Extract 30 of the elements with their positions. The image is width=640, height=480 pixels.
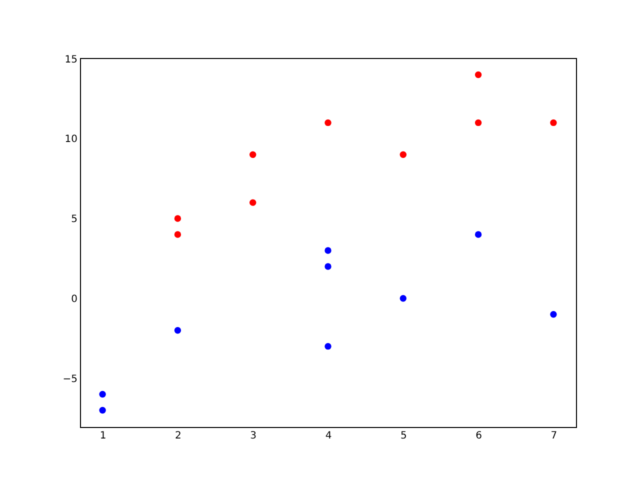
point (249, 199, 256, 206)
y-tick-label: 5 (71, 214, 78, 226)
x-tick-label: 4 (325, 430, 332, 442)
point (324, 119, 332, 126)
point (400, 151, 407, 158)
x-tick-label: 5 (400, 430, 407, 442)
y-tick-label: 15 (64, 54, 78, 66)
y-tick-label: −5 (62, 374, 78, 385)
point (174, 327, 182, 334)
point (474, 231, 482, 238)
x-tick-label: 2 (175, 430, 182, 442)
point (174, 215, 182, 222)
point (99, 390, 106, 398)
point (174, 231, 182, 238)
point (474, 119, 482, 126)
x-tick-label: 1 (100, 430, 106, 442)
y-tick-label: 0 (71, 294, 78, 305)
y-tick-label: 10 (64, 134, 78, 146)
point (550, 119, 557, 126)
point (324, 263, 332, 270)
point (249, 151, 256, 158)
point (324, 342, 332, 350)
x-tick-label: 6 (476, 430, 482, 442)
x-tick-label: 7 (550, 430, 558, 442)
point (400, 295, 407, 302)
point (550, 311, 557, 318)
point (99, 406, 106, 414)
point (324, 247, 332, 254)
point (474, 71, 482, 78)
x-tick-label: 3 (250, 430, 257, 442)
